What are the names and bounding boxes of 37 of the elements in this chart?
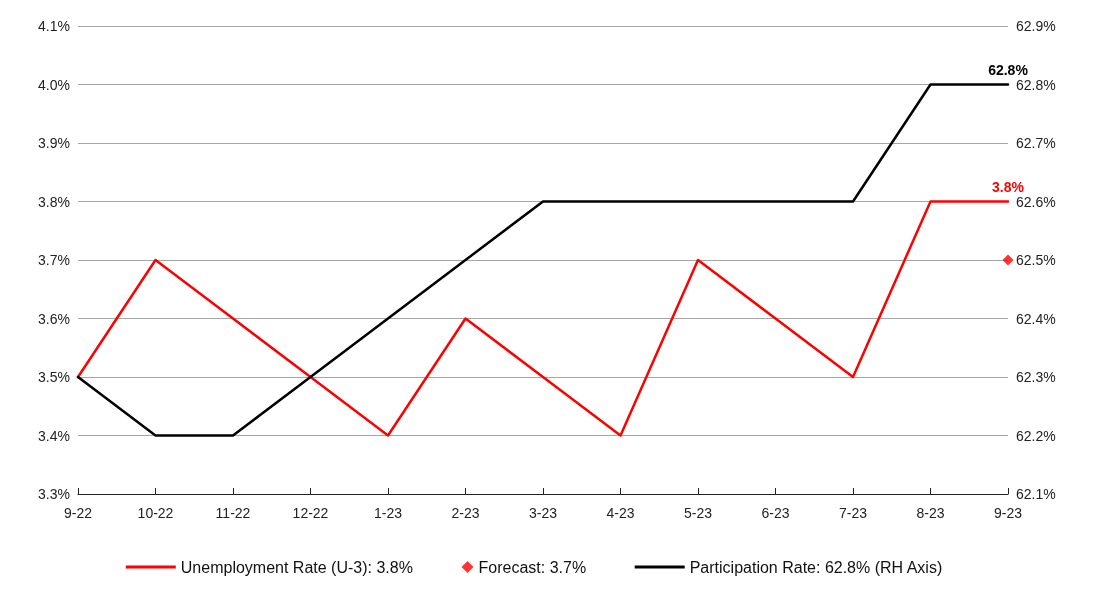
y-tick-label: 4.1% (38, 18, 70, 34)
y2-tick-label: 62.9% (1016, 18, 1056, 34)
x-tick-label: 9-23 (993, 505, 1023, 521)
line-series (76, 200, 1010, 437)
x-tick-label: 8-23 (916, 505, 945, 521)
y-tick-label: 3.7% (38, 252, 70, 268)
x-tick-label: 11-22 (215, 505, 251, 521)
y2-tick-label: 62.3% (1016, 369, 1056, 385)
y-tick-label: 3.5% (38, 369, 70, 385)
x-tick-label: 4-23 (606, 505, 635, 521)
x-tick-label: 1-23 (373, 505, 403, 521)
y-tick-label: 3.8% (38, 193, 70, 210)
x-tick-label: 3-23 (528, 505, 558, 521)
y-tick-label: 3.9% (38, 135, 70, 151)
x-tick-label: 2-23 (451, 505, 480, 521)
y2-tick-label: 62.1% (1016, 486, 1056, 502)
data-label: 3.8% (992, 178, 1025, 195)
x-tick-label: 7-23 (838, 505, 868, 521)
x-tick-label: 5-23 (683, 505, 713, 521)
legend-label: Unemployment Rate (U-3): 3.8% (180, 558, 413, 576)
x-tick-label: 6-23 (761, 505, 790, 521)
y2-tick-label: 62.8% (1016, 76, 1056, 93)
y2-tick-label: 62.5% (1016, 252, 1056, 268)
y-tick-label: 4.0% (38, 76, 70, 93)
legend-label: Forecast: 3.7% (478, 558, 587, 576)
x-tick-label: 9-22 (63, 505, 93, 521)
x-tick-label: 12-22 (292, 505, 329, 521)
legend-label: Participation Rate: 62.8% (RH Axis) (689, 558, 943, 576)
y2-tick-label: 62.7% (1016, 135, 1056, 151)
y-tick-label: 3.4% (38, 427, 70, 444)
data-label: 62.8% (988, 61, 1029, 78)
x-tick-label: 10-22 (137, 505, 174, 521)
y2-tick-label: 62.4% (1016, 310, 1056, 327)
y-tick-label: 3.3% (38, 486, 70, 502)
y-tick-label: 3.6% (38, 310, 70, 327)
y2-tick-label: 62.2% (1016, 427, 1056, 444)
y2-tick-label: 62.6% (1016, 193, 1056, 210)
